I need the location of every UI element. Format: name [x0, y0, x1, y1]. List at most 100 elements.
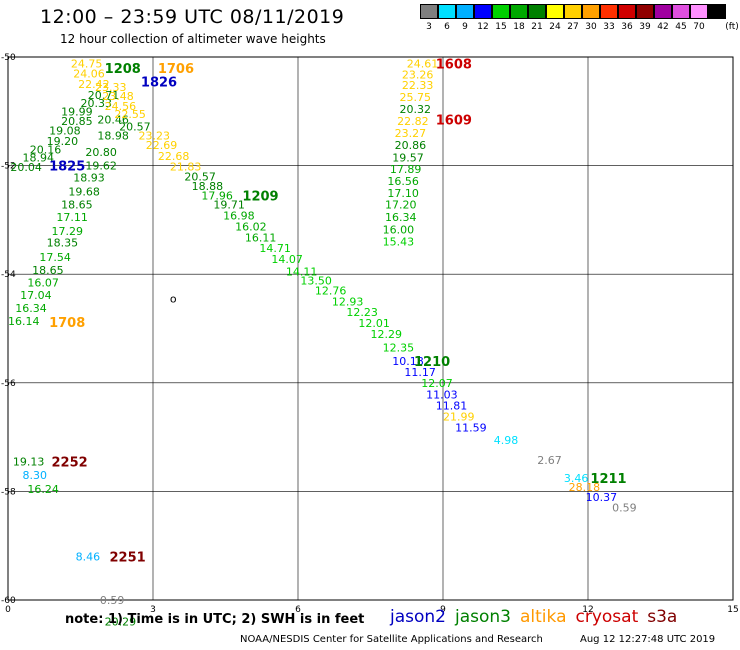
- swh-value: 22.82: [397, 115, 429, 128]
- swh-value: 18.35: [47, 237, 79, 250]
- observation-labels: 24.7524.0622.4220.7120.3319.9920.8519.08…: [8, 58, 637, 629]
- legend-label: 42: [657, 22, 669, 32]
- legend-swatch: [420, 4, 438, 19]
- swh-value: 20.85: [61, 115, 93, 128]
- swh-value: 23.48: [102, 90, 134, 103]
- legend-label: 45: [675, 22, 687, 32]
- swh-value: 24.61: [407, 58, 439, 71]
- color-legend: 3 6 9 12 15 18 21 24 27 30 33 36 39 42 45 70 (ft): [420, 4, 739, 36]
- pass-id-label: 1708: [49, 316, 85, 331]
- swh-value: 12.01: [358, 317, 390, 330]
- swh-value: 12.35: [383, 342, 415, 355]
- legend-label: 39: [639, 22, 651, 32]
- swh-value: 16.34: [385, 211, 417, 224]
- swh-value: 12.07: [421, 377, 453, 390]
- swh-value: 19.62: [85, 160, 117, 173]
- swh-value: 18.98: [97, 130, 128, 143]
- legend-unit: (ft): [725, 22, 739, 32]
- legend-label: 21: [531, 22, 543, 32]
- swh-value: 23.33: [95, 81, 127, 94]
- credit-line: NOAA/NESDIS Center for Satellite Applica…: [240, 634, 543, 645]
- swh-value: 19.20: [47, 135, 79, 148]
- swh-value: 4.98: [494, 434, 519, 447]
- swh-value: 13.50: [300, 275, 332, 288]
- swh-value: 17.89: [390, 163, 422, 176]
- swh-value: 14.11: [286, 265, 318, 278]
- lat-lon-grid: [7, 56, 734, 601]
- legend-label: 30: [585, 22, 597, 32]
- swh-value: 3.46: [564, 472, 589, 485]
- swh-value: 17.11: [56, 211, 87, 224]
- swh-value: 12.29: [371, 328, 403, 341]
- lat-tick-label: -58: [1, 487, 16, 497]
- pass-id-label: 1208: [105, 62, 141, 77]
- swh-value: 20.29: [105, 616, 136, 629]
- swh-value: 24.06: [73, 67, 105, 80]
- lon-tick-label: 3: [150, 605, 156, 615]
- swh-value: 16.24: [27, 483, 59, 496]
- legend-swatch: [690, 4, 708, 19]
- satellite-jason3: jason3: [455, 607, 511, 627]
- swh-value: 22.42: [78, 78, 110, 91]
- map-title: 12:00 – 23:59 UTC 08/11/2019: [40, 6, 345, 28]
- swh-value: 17.29: [52, 225, 84, 238]
- legend-label: 9: [462, 22, 468, 32]
- legend-label: 15: [495, 22, 507, 32]
- legend-swatch: [474, 4, 492, 19]
- swh-value: 14.07: [271, 253, 303, 266]
- legend-label: 36: [621, 22, 633, 32]
- swh-value: 20.04: [10, 161, 42, 174]
- timestamp: Aug 12 12:27:48 UTC 2019: [580, 634, 716, 645]
- swh-value: 16.02: [235, 220, 267, 233]
- swh-value: 22.69: [146, 139, 178, 152]
- swh-value: 8.30: [23, 469, 48, 482]
- legend-swatch: [510, 4, 528, 19]
- legend-label: 3: [426, 22, 432, 32]
- swh-value: 19.68: [68, 186, 100, 199]
- legend-swatch: [438, 4, 456, 19]
- swh-value: 16.34: [15, 302, 47, 315]
- legend-swatch: [672, 4, 690, 19]
- map-subtitle: 12 hour collection of altimeter wave hei…: [60, 32, 326, 46]
- swh-value: 22.33: [402, 79, 434, 92]
- swh-value: 24.56: [105, 100, 136, 113]
- lon-tick-label: 9: [440, 605, 446, 615]
- lat-tick-label: -50: [1, 53, 16, 63]
- swh-value: 17.20: [385, 199, 417, 212]
- footnote: note: 1) Time is in UTC; 2) SWH is in fe…: [65, 612, 365, 627]
- legend-label: 70: [693, 22, 705, 32]
- swh-value: 20.57: [119, 121, 150, 134]
- swh-value: 18.93: [73, 172, 105, 185]
- swh-value: 0.59: [100, 594, 125, 607]
- satellite-key: jason2 jason3 altika cryosat s3a: [390, 607, 686, 627]
- legend-label: 18: [513, 22, 525, 32]
- legend-swatch: [528, 4, 546, 19]
- swh-value: 19.99: [61, 105, 93, 118]
- legend-label: 12: [477, 22, 489, 32]
- swh-value: 16.11: [245, 231, 276, 244]
- swh-value: 23.26: [402, 68, 434, 81]
- legend-label: 33: [603, 22, 615, 32]
- pass-id-label: 1211: [590, 472, 626, 487]
- swh-value: 16.00: [383, 224, 415, 237]
- swh-value: 23.23: [139, 130, 171, 143]
- swh-value: 17.54: [39, 251, 71, 264]
- lon-tick-label: 0: [5, 605, 11, 615]
- legend-swatch: [600, 4, 618, 19]
- pass-id-label: 1609: [436, 113, 472, 128]
- island-marker: o: [170, 292, 177, 305]
- swh-value: 16.98: [223, 210, 255, 223]
- swh-value: 20.80: [85, 146, 117, 159]
- swh-value: 11.17: [404, 366, 436, 379]
- lon-tick-label: 6: [295, 605, 301, 615]
- swh-value: 28.18: [569, 481, 601, 494]
- swh-value: 16.14: [8, 315, 40, 328]
- pass-id-label: 1826: [141, 75, 177, 90]
- lon-tick-label: 12: [582, 605, 593, 615]
- swh-value: 16.07: [27, 276, 59, 289]
- swh-value: 20.86: [395, 139, 427, 152]
- swh-value: 20.32: [400, 103, 432, 116]
- swh-value: 25.75: [400, 91, 432, 104]
- swh-value: 10.18: [392, 355, 424, 368]
